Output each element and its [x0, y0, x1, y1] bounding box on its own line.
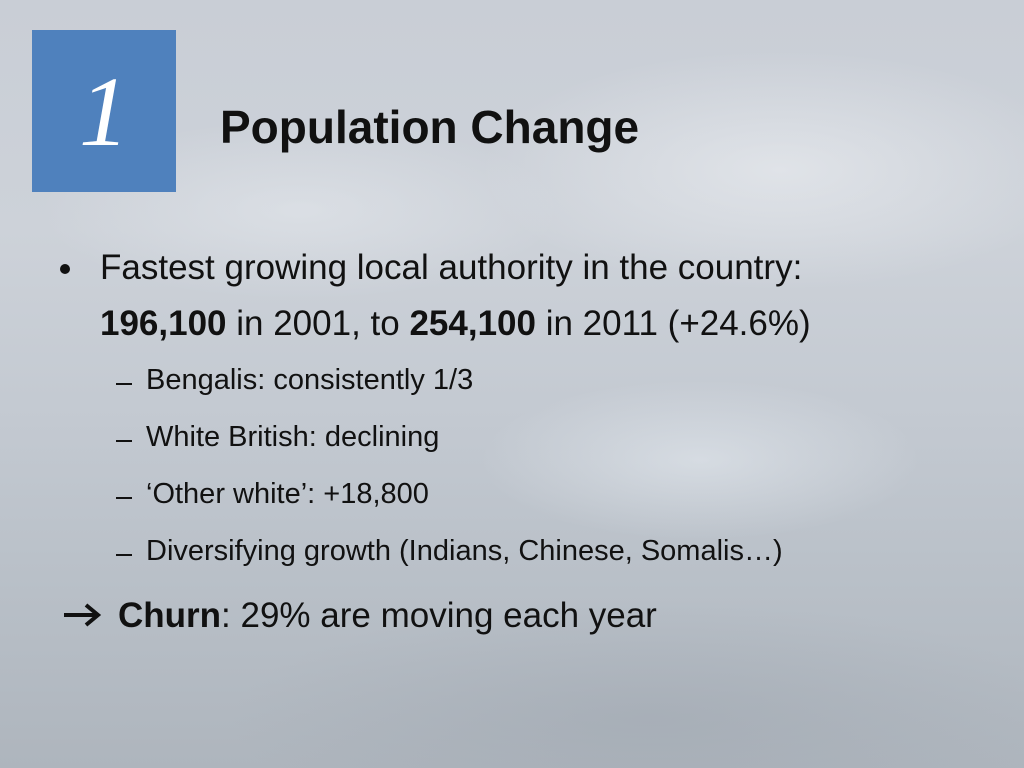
bullet-line: 196,100 in 2001, to 254,100 in 2011 (+24…: [100, 304, 811, 344]
text-run: Churn: [118, 596, 222, 635]
sub-bullet: Bengalis: consistently 1/3: [146, 364, 474, 396]
text-run: Fastest growing local authority in the c…: [100, 248, 803, 287]
slide-number-badge: 1: [32, 30, 176, 192]
text-run: 196,100: [100, 304, 227, 343]
sub-bullet: White British: declining: [146, 421, 440, 453]
arrow-icon: [64, 603, 102, 627]
sub-bullet: ‘Other white’: +18,800: [146, 478, 429, 510]
text-run: 254,100: [409, 304, 536, 343]
text-run: : 29% are moving each year: [221, 596, 657, 635]
bullet-dot: [60, 264, 70, 274]
text-run: in 2001, to: [226, 304, 410, 343]
sub-bullet: Diversifying growth (Indians, Chinese, S…: [146, 535, 783, 567]
dash: [116, 554, 132, 556]
dash: [116, 440, 132, 442]
text-run: in 2011 (+24.6%): [535, 304, 811, 343]
dash: [116, 383, 132, 385]
slide-title: Population Change: [220, 101, 640, 153]
bullet-line: Fastest growing local authority in the c…: [100, 248, 802, 288]
dash: [116, 497, 132, 499]
conclusion: Churn: 29% are moving each year: [118, 596, 657, 636]
